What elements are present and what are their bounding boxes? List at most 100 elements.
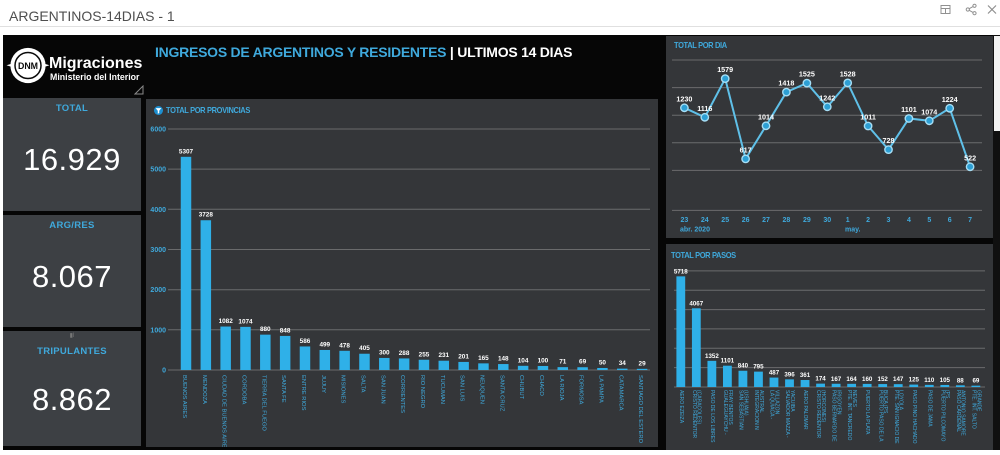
svg-text:1082: 1082: [219, 318, 234, 325]
svg-text:GUALEGUAYCHU -: GUALEGUAYCHU -: [722, 390, 728, 435]
svg-text:105: 105: [940, 377, 951, 384]
svg-text:FRAY BENTOS: FRAY BENTOS: [727, 390, 733, 425]
svg-text:5: 5: [927, 217, 931, 224]
svg-text:(USHUAIA): (USHUAIA): [742, 390, 748, 416]
svg-text:1101: 1101: [901, 105, 917, 114]
svg-text:1011: 1011: [860, 113, 876, 122]
svg-text:SALVADOR MAZZA -: SALVADOR MAZZA -: [784, 390, 790, 438]
svg-text:88: 88: [957, 377, 964, 384]
svg-text:may.: may.: [845, 227, 860, 234]
svg-text:1418: 1418: [778, 79, 794, 88]
svg-text:LA QUIACA -: LA QUIACA -: [769, 390, 775, 420]
svg-text:24: 24: [701, 217, 709, 224]
svg-text:MENDOZA: MENDOZA: [201, 375, 207, 404]
svg-text:3728: 3728: [199, 212, 214, 219]
svg-text:1352: 1352: [705, 353, 719, 360]
svg-text:SAN SEBASTIAN: SAN SEBASTIAN: [738, 390, 744, 430]
svg-text:SALTA: SALTA: [360, 375, 366, 393]
svg-text:IRIGOYEN: IRIGOYEN: [836, 390, 842, 415]
svg-text:50: 50: [599, 360, 607, 367]
svg-text:PTE. SAN IGNACIO DE: PTE. SAN IGNACIO DE: [893, 390, 899, 444]
svg-text:100: 100: [538, 358, 549, 365]
svg-text:201: 201: [458, 353, 469, 360]
svg-text:487: 487: [769, 370, 780, 377]
svg-text:522: 522: [964, 153, 976, 162]
svg-text:795: 795: [753, 364, 764, 371]
svg-text:CIUDAD DE BUENOS AIRES: CIUDAD DE BUENOS AIRES: [221, 375, 227, 447]
svg-text:VILLAZON: VILLAZON: [773, 390, 779, 415]
svg-text:PASO DE LOS LIBRES: PASO DE LOS LIBRES: [709, 390, 715, 443]
svg-text:PASO PINO HACHADO: PASO PINO HACHADO: [911, 390, 917, 444]
svg-text:TIERRA DEL FUEGO: TIERRA DEL FUEGO: [260, 375, 266, 431]
svg-text:PUERTO PASO DE LA: PUERTO PASO DE LA: [877, 390, 883, 442]
svg-text:1101: 1101: [721, 358, 735, 365]
svg-text:160: 160: [862, 376, 873, 383]
svg-text:AERO PALOMAR: AERO PALOMAR: [802, 390, 808, 430]
svg-text:AUSTRAL: AUSTRAL: [758, 390, 764, 413]
svg-text:1230: 1230: [676, 94, 692, 103]
svg-text:1525: 1525: [799, 70, 815, 79]
svg-text:7: 7: [968, 217, 972, 224]
svg-text:174: 174: [815, 376, 826, 383]
svg-text:NEUQUEN: NEUQUEN: [478, 375, 484, 404]
svg-text:1224: 1224: [942, 95, 958, 104]
svg-text:110: 110: [924, 377, 935, 384]
svg-text:361: 361: [800, 372, 811, 379]
svg-text:396: 396: [784, 371, 795, 378]
svg-text:1074: 1074: [238, 318, 253, 325]
svg-text:DNM: DNM: [18, 61, 38, 71]
svg-text:4: 4: [907, 217, 911, 224]
svg-text:28: 28: [783, 217, 791, 224]
svg-text:MISIONES: MISIONES: [340, 375, 346, 403]
svg-text:PASO BERNARDO DE: PASO BERNARDO DE: [831, 390, 837, 442]
svg-text:PUERTO PILCOMAYO: PUERTO PILCOMAYO: [939, 390, 945, 442]
svg-text:SANTIAGO DEL ESTERO: SANTIAGO DEL ESTERO: [637, 375, 643, 444]
svg-text:27: 27: [762, 217, 770, 224]
svg-text:148: 148: [498, 356, 509, 363]
svg-text:1579: 1579: [717, 65, 733, 74]
svg-text:(PS: (PS: [944, 390, 950, 399]
svg-text:1000: 1000: [150, 327, 166, 334]
svg-text:848: 848: [280, 327, 291, 334]
svg-text:5000: 5000: [150, 167, 166, 174]
svg-text:840: 840: [738, 363, 749, 370]
svg-text:2: 2: [866, 217, 870, 224]
svg-text:FORMOSA: FORMOSA: [578, 375, 584, 404]
svg-text:617: 617: [740, 145, 752, 154]
svg-text:231: 231: [438, 352, 449, 359]
svg-text:RIO NEGRO: RIO NEGRO: [419, 375, 425, 409]
svg-text:LOYOLA: LOYOLA: [898, 390, 904, 411]
svg-text:5307: 5307: [179, 148, 194, 155]
svg-text:5718: 5718: [674, 268, 688, 275]
svg-text:JUJUY: JUJUY: [320, 375, 326, 393]
svg-text:TUCUMAN: TUCUMAN: [439, 375, 445, 404]
svg-text:1074: 1074: [921, 107, 937, 116]
svg-text:3: 3: [887, 217, 891, 224]
svg-text:288: 288: [399, 350, 410, 357]
svg-text:SANTA CRUZ: SANTA CRUZ: [498, 375, 504, 412]
svg-text:NEVES: NEVES: [851, 390, 857, 408]
svg-text:PASO DE JAMA: PASO DE JAMA: [926, 390, 932, 427]
svg-text:880: 880: [260, 326, 271, 333]
svg-text:300: 300: [379, 349, 390, 356]
svg-text:26: 26: [742, 217, 750, 224]
svg-text:1242: 1242: [819, 93, 835, 102]
svg-text:SANTA FE: SANTA FE: [280, 375, 286, 403]
svg-text:29: 29: [639, 360, 647, 367]
svg-text:586: 586: [300, 338, 311, 345]
svg-text:6000: 6000: [150, 127, 166, 134]
svg-text:1528: 1528: [840, 69, 856, 78]
svg-text:SAN JUAN: SAN JUAN: [379, 375, 385, 404]
svg-text:PUERTO LA PLATA: PUERTO LA PLATA: [864, 390, 870, 435]
svg-text:GRANDE: GRANDE: [975, 390, 981, 412]
svg-text:CHACO: CHACO: [538, 375, 544, 396]
svg-text:BUENOS AIRES: BUENOS AIRES: [181, 375, 187, 418]
svg-text:CORRIENTES: CORRIENTES: [399, 375, 405, 413]
svg-text:69: 69: [972, 378, 979, 385]
svg-text:4067: 4067: [689, 300, 703, 307]
svg-text:0: 0: [162, 368, 166, 375]
svg-text:SAN LUIS: SAN LUIS: [459, 375, 465, 402]
svg-text:2000: 2000: [150, 287, 166, 294]
svg-text:728: 728: [883, 136, 895, 145]
svg-text:147: 147: [893, 376, 904, 383]
